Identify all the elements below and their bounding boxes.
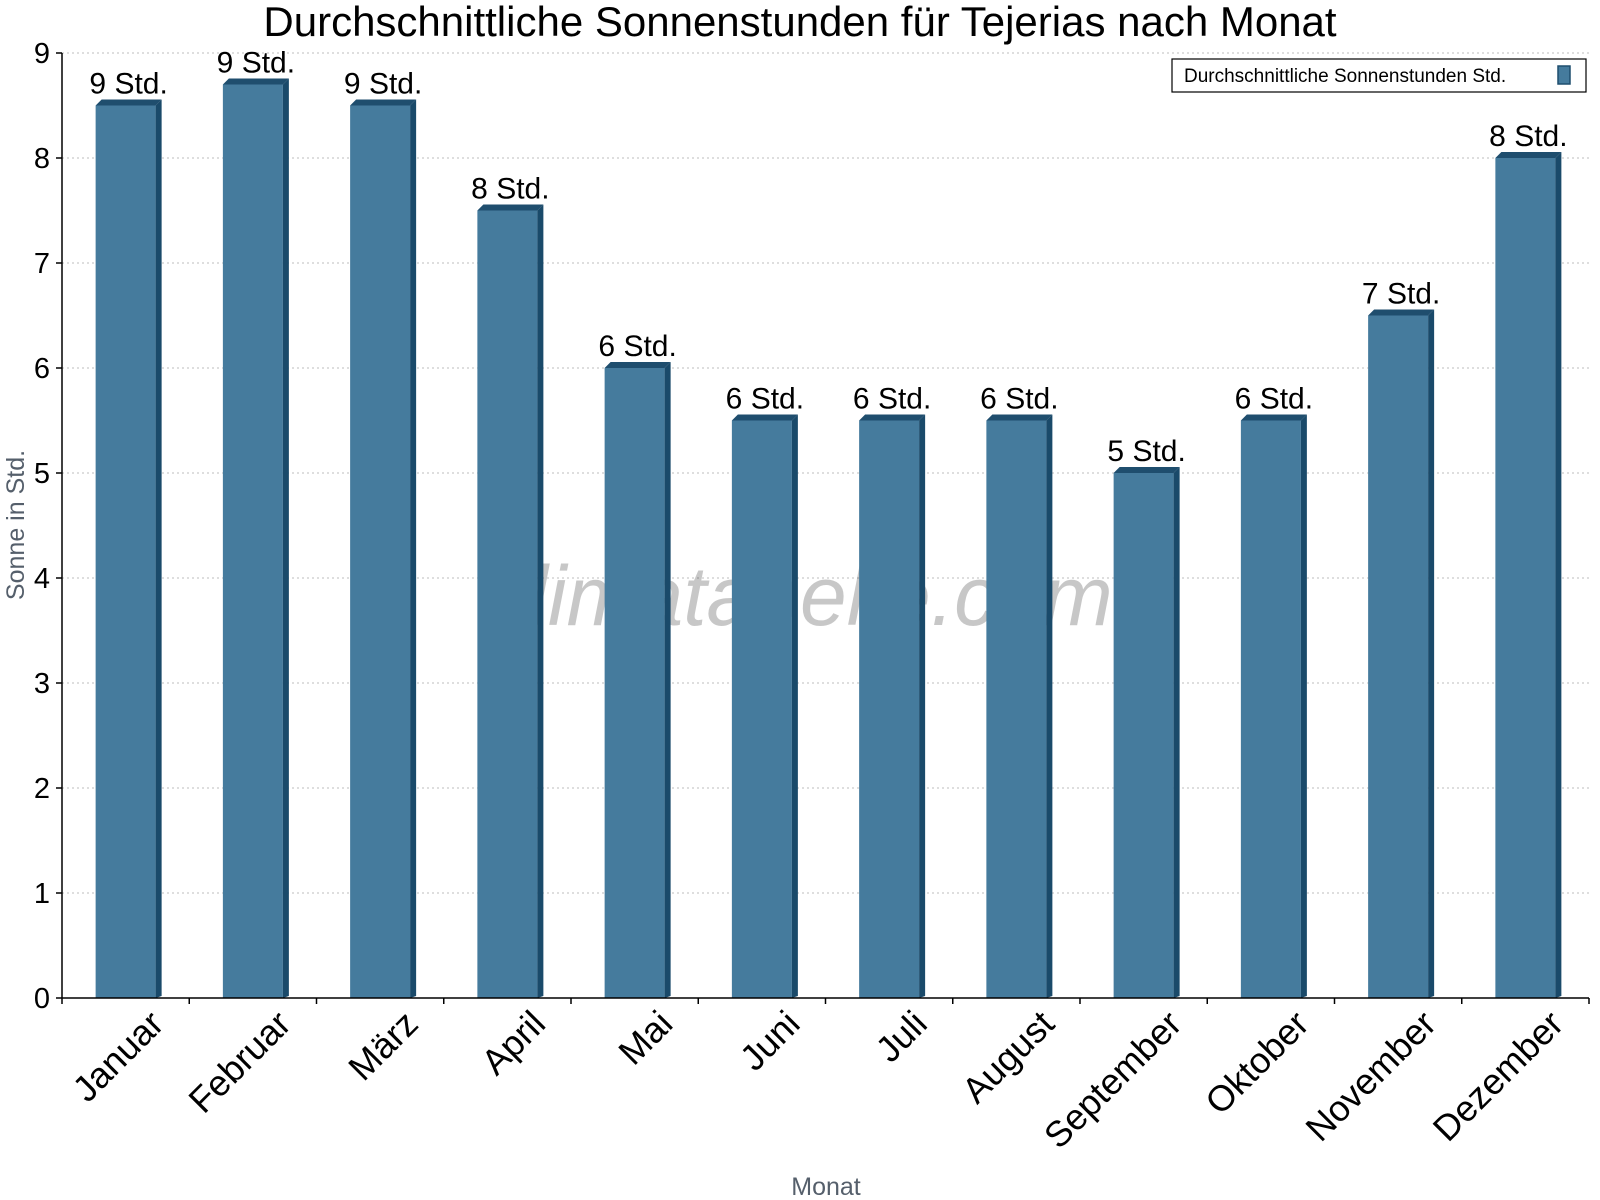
x-tick-label: April [473, 1003, 553, 1083]
chart-title: Durchschnittliche Sonnenstunden für Teje… [263, 0, 1337, 45]
bar-side [1046, 414, 1053, 998]
bar-top [604, 362, 671, 368]
bar [859, 414, 926, 998]
y-tick-label: 4 [34, 563, 50, 595]
data-label: 7 Std. [1362, 278, 1440, 311]
x-tick-label: November [1297, 1003, 1443, 1149]
data-label: 6 Std. [726, 383, 804, 416]
bar-face [350, 105, 411, 998]
data-label: 6 Std. [598, 330, 676, 363]
bar-face [986, 420, 1047, 998]
bar-top [222, 78, 289, 85]
bar-top [1240, 414, 1307, 421]
y-tick-label: 9 [34, 38, 50, 70]
bar-face [222, 84, 283, 998]
x-tick-label: Juli [868, 1003, 935, 1070]
data-label: 9 Std. [344, 68, 422, 101]
y-tick-label: 8 [34, 143, 50, 175]
bar-side [410, 99, 417, 998]
y-axis-label: Sonne in Std. [2, 450, 30, 600]
data-label: 6 Std. [980, 383, 1058, 416]
y-tick-label: 7 [34, 248, 50, 280]
axes [61, 53, 1590, 1004]
bar-face [731, 420, 792, 998]
x-tick-label: Mai [610, 1003, 680, 1073]
bar-face [1240, 420, 1301, 998]
bar [222, 78, 289, 998]
x-tick-label: Januar [64, 1003, 171, 1110]
x-axis-label: Monat [791, 1173, 861, 1200]
y-tick-label: 6 [34, 353, 50, 385]
data-labels: 9 Std. 9 Std. 9 Std. 8 Std. 6 Std. 6 Std. 6 St… [89, 47, 1567, 469]
legend-swatch [1557, 65, 1571, 85]
grid-lines [62, 52, 1589, 894]
bar [350, 99, 417, 998]
bar-top [1495, 152, 1562, 158]
bar-top [350, 99, 417, 106]
x-tick-label: Dezember [1425, 1003, 1571, 1149]
bar [1495, 152, 1562, 998]
x-tick-label: März [340, 1003, 426, 1089]
bar-top [1113, 467, 1180, 473]
y-axis-ticks: 0 1 2 3 4 5 6 7 8 9 [34, 38, 62, 1015]
bar-top [1368, 309, 1435, 316]
bar [731, 414, 798, 998]
bar-side [1555, 152, 1562, 998]
bar-face [604, 368, 665, 998]
bar-side [1173, 467, 1180, 998]
bar-side [664, 362, 671, 998]
x-tick-label: Oktober [1197, 1003, 1317, 1123]
y-tick-label: 5 [34, 458, 50, 490]
bar-face [1495, 158, 1556, 998]
data-label: 6 Std. [853, 383, 931, 416]
bar-side [1300, 414, 1307, 998]
data-label: 6 Std. [1235, 383, 1313, 416]
y-tick-label: 3 [34, 668, 50, 700]
bar-face [95, 105, 156, 998]
data-label: 9 Std. [217, 47, 295, 80]
bar [986, 414, 1053, 998]
bar [1368, 309, 1435, 998]
bar-face [859, 420, 920, 998]
x-axis-ticks: Januar Februar März April Mai Juni Juli AugustS… [64, 1003, 1571, 1157]
bar-face [1368, 315, 1429, 998]
data-label: 5 Std. [1107, 435, 1185, 468]
bar-side [537, 204, 544, 998]
bar-side [1428, 309, 1435, 998]
bar-top [477, 204, 544, 211]
data-label: 8 Std. [1489, 120, 1567, 153]
data-label: 9 Std. [89, 68, 167, 101]
bar-top [859, 414, 926, 421]
bar-side [282, 78, 289, 998]
legend-label: Durchschnittliche Sonnenstunden Std. [1184, 66, 1506, 87]
y-tick-label: 2 [34, 773, 50, 805]
legend-box [1171, 58, 1587, 93]
y-tick-label: 1 [34, 878, 50, 910]
bar-face [477, 210, 538, 998]
legend: Durchschnittliche Sonnenstunden Std. [1171, 58, 1587, 93]
bar-top [731, 414, 798, 421]
y-tick-label: 0 [34, 983, 50, 1015]
x-tick-label: September [1036, 1003, 1190, 1157]
bar-side [791, 414, 798, 998]
data-label: 8 Std. [471, 173, 549, 206]
bar [604, 362, 671, 998]
x-tick-label: August [954, 1003, 1062, 1111]
bar [477, 204, 544, 998]
bar-face [1113, 473, 1174, 998]
x-tick-label: Februar [180, 1003, 298, 1121]
bar-side [919, 414, 926, 998]
bar [1113, 467, 1180, 998]
bar-side [155, 99, 162, 998]
x-tick-label: Juni [732, 1003, 808, 1079]
bar-series [95, 78, 1562, 998]
bar-top [95, 99, 162, 106]
bar [95, 99, 162, 998]
bar-top [986, 414, 1053, 421]
bar [1240, 414, 1307, 998]
